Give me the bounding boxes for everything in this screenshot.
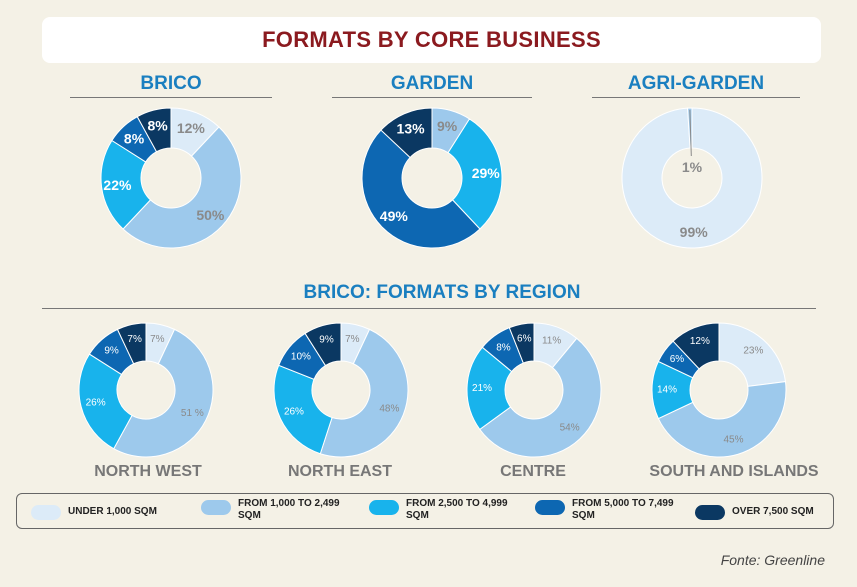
- legend-swatch-under-1000: [31, 505, 61, 520]
- legend-label: FROM 1,000 TO 2,499 SQM: [238, 498, 340, 521]
- data-label-under-1-000-sqm: 12%: [177, 120, 206, 136]
- section-title-region: BRICO: FORMATS BY REGION: [303, 282, 581, 303]
- data-label-from-5-000-to-7-499-sqm: 49%: [380, 208, 409, 224]
- legend: UNDER 1,000 SQM FROM 1,000 TO 2,499 SQM …: [16, 493, 834, 529]
- slice-from-1-000-to-2-499-sqm: [122, 126, 242, 249]
- data-label-from-1-000-to-2-499-sqm: 50%: [196, 207, 225, 223]
- slice-from-2-500-to-4-999-sqm: [273, 364, 333, 455]
- donut-agri-garden: 99% 1%: [621, 107, 763, 249]
- slice-over-7-500-sqm: [116, 322, 147, 365]
- data-label-under-1-000-sqm: 23%: [743, 345, 763, 356]
- page-title: FORMATS BY CORE BUSINESS: [262, 27, 601, 52]
- data-label-from-1-000-to-2-499-sqm: 1%: [682, 159, 703, 175]
- label-pointer: [689, 110, 692, 157]
- slice-over-7-500-sqm: [380, 107, 433, 159]
- data-label-from-5-000-to-7-499-sqm: 6%: [670, 354, 685, 365]
- divider-brico: [70, 97, 272, 98]
- data-label-from-2-500-to-4-999-sqm: 14%: [657, 385, 677, 396]
- donut-north-west: 7% 51 % 26% 9% 7%: [78, 322, 214, 458]
- legend-swatch-over-7500: [695, 505, 725, 520]
- slice-from-2-500-to-4-999-sqm: [78, 353, 133, 450]
- data-label-over-7-500-sqm: 8%: [147, 118, 168, 134]
- legend-label: FROM 2,500 TO 4,999 SQM: [406, 498, 508, 521]
- data-label-from-5-000-to-7-499-sqm: 9%: [104, 345, 119, 356]
- data-label-from-1-000-to-2-499-sqm: 51 %: [181, 408, 204, 419]
- data-label-from-2-500-to-4-999-sqm: 22%: [103, 177, 132, 193]
- data-label-over-7-500-sqm: 13%: [397, 120, 426, 136]
- legend-label: FROM 5,000 TO 7,499 SQM: [572, 498, 674, 521]
- slice-over-7-500-sqm: [304, 322, 342, 367]
- data-label-from-2-500-to-4-999-sqm: 26%: [284, 407, 304, 418]
- donut-brico: 12% 50% 22% 8%8%: [100, 107, 242, 249]
- data-label-from-1-000-to-2-499-sqm: 54%: [560, 422, 580, 433]
- section-title-garden: GARDEN: [390, 73, 474, 94]
- region-label-north-west: NORTH WEST: [94, 463, 202, 480]
- legend-swatch-5000-7499: [535, 500, 565, 515]
- legend-label: UNDER 1,000 SQM: [68, 506, 157, 517]
- data-label-under-1-000-sqm: 7%: [345, 334, 360, 345]
- slice-from-1-000-to-2-499-sqm: [113, 328, 214, 458]
- slice-from-5-000-to-7-499-sqm: [361, 129, 481, 249]
- slice-under-1-000-sqm: [621, 107, 763, 249]
- region-label-north-east: NORTH EAST: [288, 463, 392, 480]
- legend-swatch-2500-4999: [369, 500, 399, 515]
- slice-from-1-000-to-2-499-sqm: [479, 337, 602, 458]
- data-label-from-1-000-to-2-499-sqm: 9%: [437, 118, 458, 134]
- data-label-under-1-000-sqm: 99%: [680, 224, 709, 240]
- divider-agri-garden: [592, 97, 800, 98]
- legend-item-5000-7499: FROM 5,000 TO 7,499 SQM: [535, 498, 690, 522]
- section-title-brico: BRICO: [140, 73, 202, 94]
- donut-centre: 11% 54% 21% 8% 6%: [466, 322, 602, 458]
- region-label-south-and-islands: SOUTH AND ISLANDS: [649, 463, 819, 480]
- legend-item-1000-2499: FROM 1,000 TO 2,499 SQM: [201, 498, 356, 522]
- legend-item-2500-4999: FROM 2,500 TO 4,999 SQM: [369, 498, 524, 522]
- donut-north-east: 7% 48% 26% 10% 9%: [273, 322, 409, 458]
- data-label-under-1-000-sqm: 11%: [542, 336, 561, 347]
- slice-from-1-000-to-2-499-sqm: [319, 328, 409, 458]
- donut-south-and-islands: 23% 45% 14% 6% 12%: [651, 322, 787, 458]
- slice-from-2-500-to-4-999-sqm: [447, 118, 503, 230]
- divider-garden: [332, 97, 532, 98]
- data-label-from-5-000-to-7-499-sqm: 10%: [291, 351, 311, 362]
- data-label-from-2-500-to-4-999-sqm: 26%: [86, 397, 106, 408]
- slice-from-1-000-to-2-499-sqm: [657, 381, 787, 458]
- region-label-centre: CENTRE: [500, 463, 566, 480]
- legend-swatch-1000-2499: [201, 500, 231, 515]
- slice-over-7-500-sqm: [672, 322, 720, 370]
- data-label-from-1-000-to-2-499-sqm: 45%: [723, 434, 743, 445]
- legend-label: OVER 7,500 SQM: [732, 506, 814, 517]
- donut-garden: 9% 29% 49% 13%: [361, 107, 503, 249]
- data-label-from-2-500-to-4-999-sqm: 29%: [472, 165, 501, 181]
- data-label-from-1-000-to-2-499-sqm: 48%: [379, 404, 399, 415]
- source-note: Fonte: Greenline: [720, 552, 825, 568]
- data-label-under-1-000-sqm: 7%: [150, 334, 165, 345]
- data-label-from-2-500-to-4-999-sqm: 21%: [472, 383, 492, 394]
- data-label-over-7-500-sqm: 7%: [127, 334, 142, 345]
- data-label-from-5-000-to-7-499-sqm: 8%: [496, 342, 511, 353]
- data-label-over-7-500-sqm: 9%: [319, 335, 334, 346]
- section-title-agri-garden: AGRI-GARDEN: [627, 73, 765, 94]
- data-label-from-5-000-to-7-499-sqm: 8%: [124, 131, 145, 147]
- data-label-over-7-500-sqm: 12%: [690, 336, 710, 347]
- title-banner: FORMATS BY CORE BUSINESS: [42, 17, 821, 63]
- legend-item-under-1000: UNDER 1,000 SQM: [31, 503, 157, 520]
- slice-over-7-500-sqm: [508, 322, 535, 364]
- slice-over-7-500-sqm: [136, 107, 172, 153]
- data-label-over-7-500-sqm: 6%: [517, 333, 532, 344]
- slice-under-1-000-sqm: [718, 322, 787, 387]
- divider-region: [42, 308, 816, 309]
- legend-item-over-7500: OVER 7,500 SQM: [695, 503, 814, 520]
